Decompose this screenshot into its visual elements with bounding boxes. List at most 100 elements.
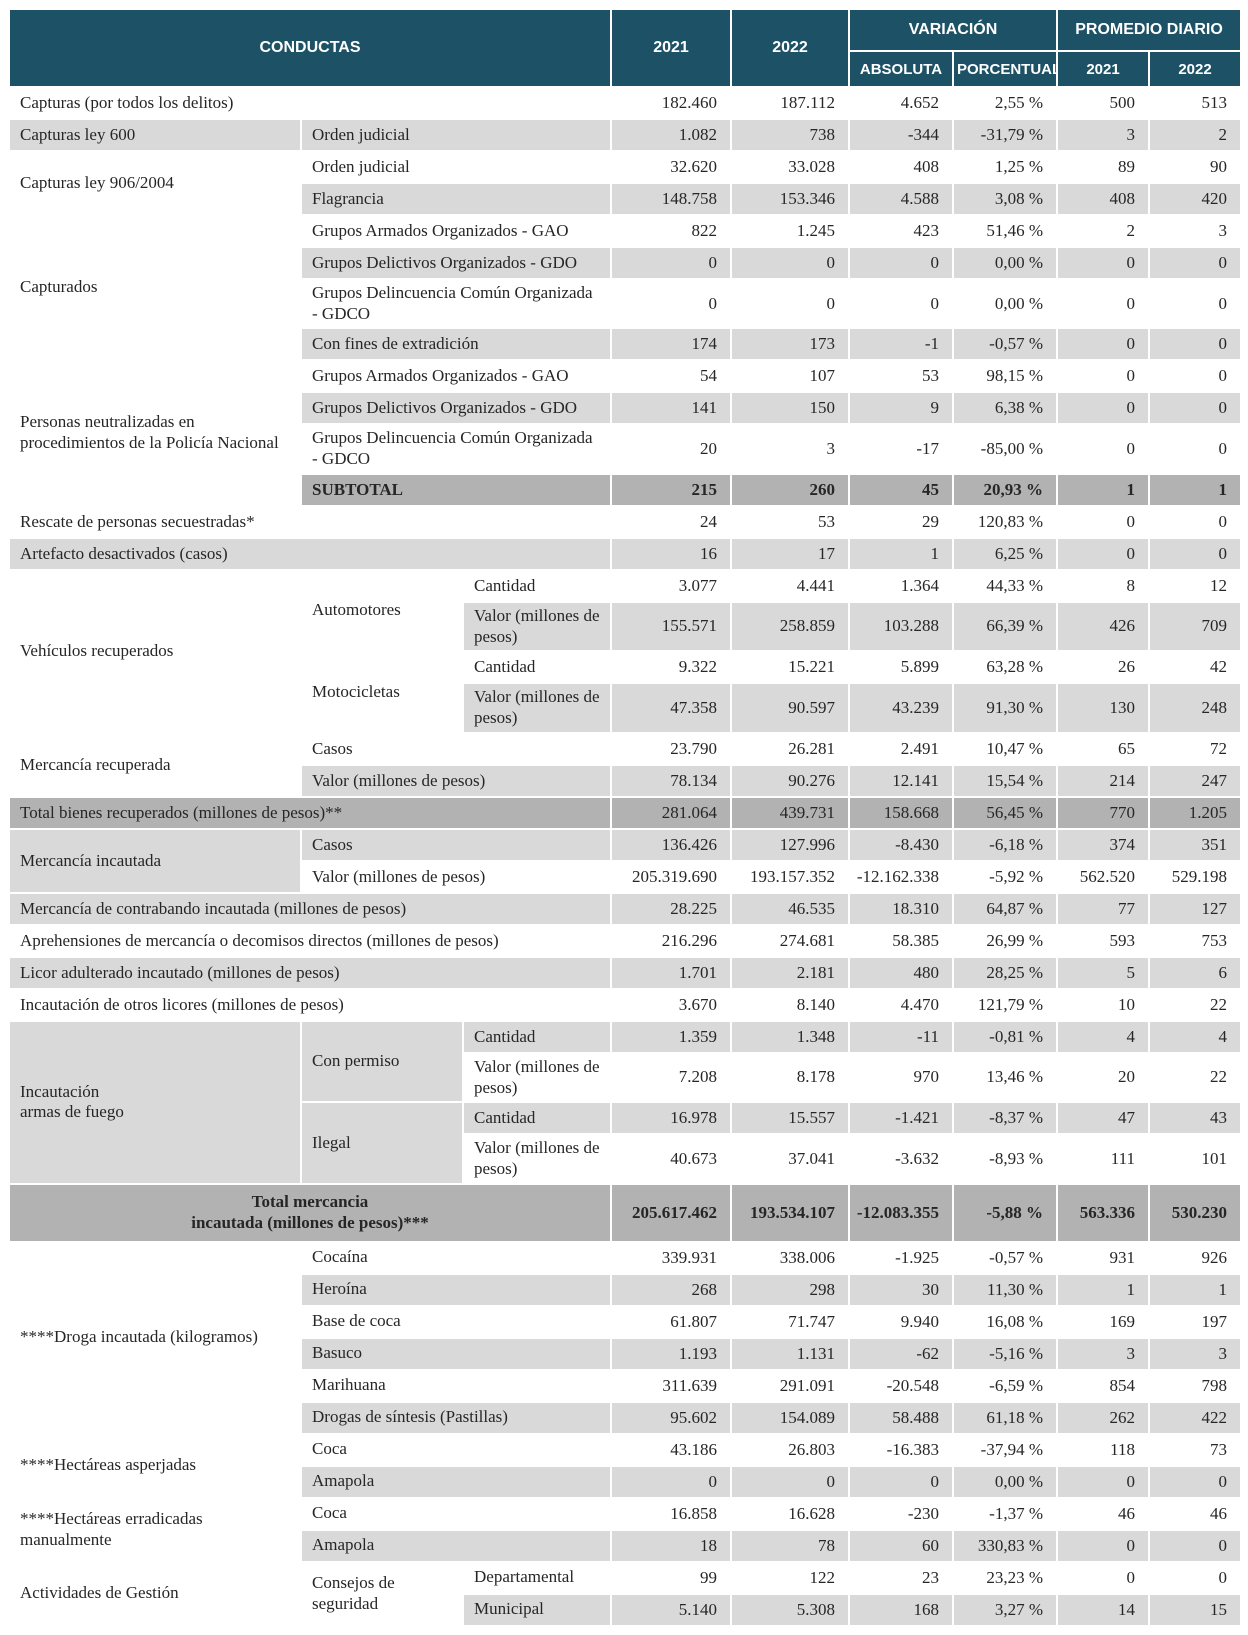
value-cell: 98,15 % (952, 359, 1058, 394)
value-cell: 6,25 % (952, 536, 1058, 571)
value-cell: 18 (610, 1528, 732, 1563)
value-cell: 24 (610, 504, 732, 539)
value-cell: 1,25 % (952, 150, 1058, 184)
table-row: Con fines de extradición 174 173 -1 -0,57 % 0… (9, 327, 1242, 362)
table-row: Flagrancia 148.758 153.346 4.588 3,08 % 408 42… (9, 182, 1242, 216)
value-cell: -8.430 (848, 827, 954, 862)
row-label: Motocicletas (300, 650, 464, 734)
row-label: Vehículos recuperados (8, 568, 302, 734)
value-cell: 0 (1056, 277, 1150, 330)
value-cell: 169 (1056, 1304, 1150, 1339)
value-cell: 738 (730, 118, 850, 152)
row-label: Drogas de síntesis (Pastillas) (300, 1400, 612, 1435)
value-cell: 408 (848, 150, 954, 184)
value-cell: 0 (730, 1464, 850, 1499)
value-cell: 0 (1056, 504, 1150, 539)
value-cell: 46.535 (730, 891, 850, 926)
value-cell: 26,99 % (952, 923, 1058, 958)
value-cell: 1.359 (610, 1019, 732, 1054)
value-cell: 3.077 (610, 568, 732, 603)
value-cell: 15.557 (730, 1101, 850, 1136)
value-cell: 291.091 (730, 1368, 850, 1403)
value-cell: 480 (848, 955, 954, 990)
value-cell: 0 (1056, 423, 1150, 475)
value-cell: 61,18 % (952, 1400, 1058, 1435)
value-cell: 1.205 (1148, 795, 1242, 830)
value-cell: 101 (1148, 1133, 1242, 1185)
value-cell: 0 (610, 277, 732, 330)
table-row: Capturas ley 906/2004 Orden judicial 32.62… (8, 150, 1242, 216)
row-label: Aprehensiones de mercancía o decomisos d… (8, 923, 612, 958)
value-cell: 2 (1056, 214, 1150, 248)
value-cell: 22 (1148, 1051, 1242, 1104)
value-cell: 111 (1056, 1133, 1150, 1185)
value-cell: 9.940 (848, 1304, 954, 1339)
table-row: Grupos Delictivos Organizados - GDO 141 15… (9, 391, 1242, 426)
value-cell: 58.488 (848, 1400, 954, 1435)
value-cell: 0,00 % (952, 246, 1058, 280)
value-cell: -20.548 (848, 1368, 954, 1403)
value-cell: 63,28 % (952, 650, 1058, 685)
table-row: Base de coca 61.807 71.747 9.940 16,08 % 169 1… (9, 1304, 1242, 1339)
value-cell: 90 (1148, 150, 1242, 184)
table-row: Grupos Delincuencia Común Organizada - G… (9, 423, 1242, 475)
value-cell: 2 (1148, 118, 1242, 152)
value-cell: 60 (848, 1528, 954, 1563)
value-cell: 20,93 % (952, 472, 1058, 507)
value-cell: 122 (730, 1560, 850, 1595)
value-cell: 13,46 % (952, 1051, 1058, 1104)
value-cell: 0 (1148, 359, 1242, 394)
value-cell: 0 (1148, 536, 1242, 571)
row-label: Municipal (462, 1592, 612, 1627)
value-cell: 73 (1148, 1432, 1242, 1467)
row-label: Total mercancia incautada (millones de p… (8, 1182, 612, 1243)
value-cell: 339.931 (610, 1240, 732, 1275)
value-cell: 215 (610, 472, 732, 507)
value-cell: 330,83 % (952, 1528, 1058, 1563)
value-cell: 16.978 (610, 1101, 732, 1136)
value-cell: 753 (1148, 923, 1242, 958)
value-cell: 2,55 % (952, 86, 1058, 120)
value-cell: 1.701 (610, 955, 732, 990)
value-cell: -12.162.338 (848, 859, 954, 894)
value-cell: 562.520 (1056, 859, 1150, 894)
value-cell: 51,46 % (952, 214, 1058, 248)
value-cell: 10,47 % (952, 731, 1058, 766)
value-cell: 374 (1056, 827, 1150, 862)
value-cell: 187.112 (730, 86, 850, 120)
value-cell: 281.064 (610, 795, 732, 830)
value-cell: 926 (1148, 1240, 1242, 1275)
value-cell: 1.131 (730, 1336, 850, 1371)
value-cell: 4.470 (848, 987, 954, 1022)
value-cell: -17 (848, 423, 954, 475)
value-cell: 248 (1148, 682, 1242, 734)
row-label: Valor (millones de pesos) (462, 682, 612, 734)
value-cell: 11,30 % (952, 1272, 1058, 1307)
table-row: Valor (millones de pesos) 7.208 8.178 970 13… (9, 1051, 1242, 1104)
value-cell: 3.670 (610, 987, 732, 1022)
value-cell: 43.239 (848, 682, 954, 734)
value-cell: 16.628 (730, 1496, 850, 1531)
value-cell: 1 (1056, 472, 1150, 507)
value-cell: 0 (1056, 246, 1150, 280)
value-cell: 43.186 (610, 1432, 732, 1467)
value-cell: -344 (848, 118, 954, 152)
value-cell: 182.460 (610, 86, 732, 120)
table-row: Mercancía de contrabando incautada (mill… (8, 891, 1242, 926)
value-cell: 0 (1056, 327, 1150, 362)
value-cell: 127 (1148, 891, 1242, 926)
value-cell: -8,37 % (952, 1101, 1058, 1136)
table-row: Valor (millones de pesos) 205.319.690 193.… (9, 859, 1242, 894)
value-cell: 214 (1056, 763, 1150, 798)
value-cell: 6,38 % (952, 391, 1058, 426)
row-label: Capturas ley 600 (8, 118, 302, 152)
table-row: ****Hectáreas erradicadas manualmente Coc… (8, 1496, 1242, 1563)
value-cell: -31,79 % (952, 118, 1058, 152)
row-label: Ilegal (300, 1101, 464, 1185)
row-label: Incautación de otros licores (millones d… (8, 987, 612, 1022)
value-cell: 61.807 (610, 1304, 732, 1339)
value-cell: 40.673 (610, 1133, 732, 1185)
header-year-2021: 2021 (610, 8, 732, 88)
value-cell: 64,87 % (952, 891, 1058, 926)
value-cell: 0 (1148, 423, 1242, 475)
